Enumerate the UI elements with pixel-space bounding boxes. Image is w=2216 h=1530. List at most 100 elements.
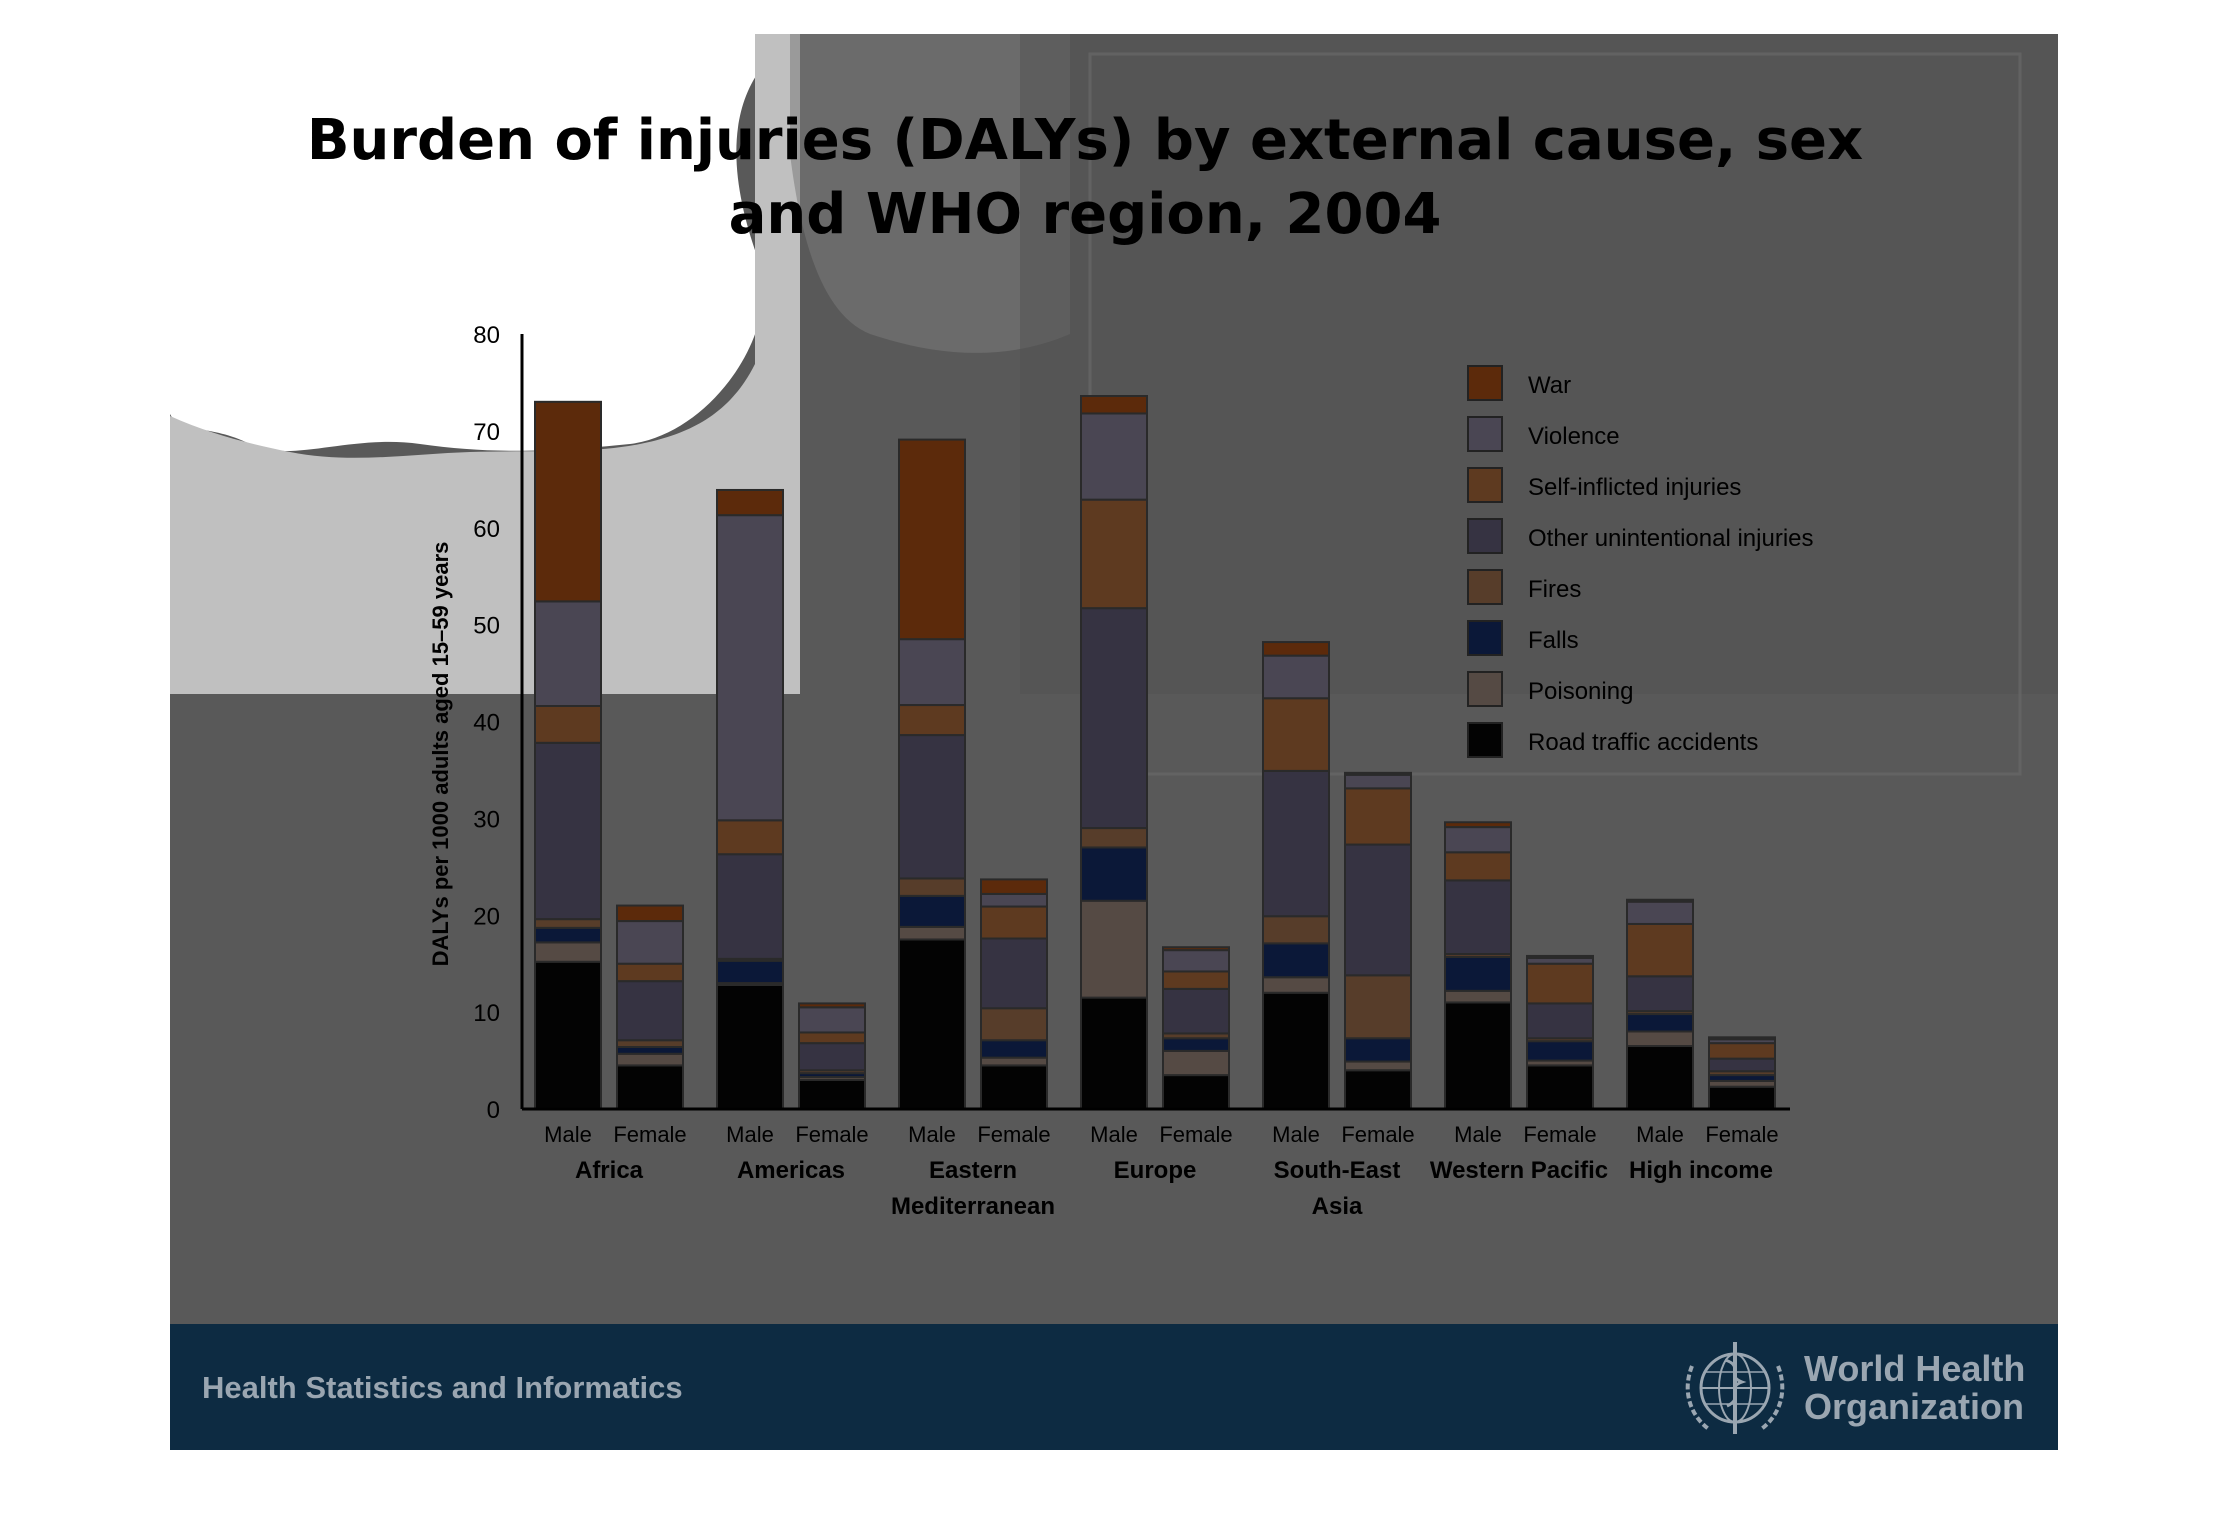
legend-swatch [1467, 671, 1503, 707]
bar-segment [1080, 607, 1148, 830]
bar-segment [1444, 879, 1512, 955]
bar-segment [898, 438, 966, 641]
bar-segment [534, 926, 602, 944]
bar-sex-label: Male [1454, 1122, 1502, 1147]
bar-sex-label: Male [1090, 1122, 1138, 1147]
bar-segment [898, 925, 966, 941]
region-label: Mediterranean [891, 1193, 1055, 1220]
bar-segment [1080, 498, 1148, 610]
region-label: Americas [737, 1157, 845, 1184]
bar-segment [898, 638, 966, 707]
bar-segment [1162, 1037, 1230, 1052]
legend-entry-label: Falls [1528, 627, 1579, 654]
bar-segment [980, 878, 1048, 895]
legend-entry-label: War [1528, 372, 1571, 399]
bar-segment [1162, 987, 1230, 1035]
bar-segment [716, 819, 784, 856]
bar-segment [1080, 899, 1148, 999]
bar-segment [616, 920, 684, 965]
bar-segment [980, 1056, 1048, 1067]
bar-segment [616, 1052, 684, 1067]
bar-segment [1626, 1013, 1694, 1033]
bar-segment [1080, 846, 1148, 902]
region-label: Eastern [929, 1157, 1017, 1184]
bar-segment [1444, 826, 1512, 854]
bar-segment [1708, 1085, 1776, 1110]
white-cloud-shape [170, 34, 800, 452]
stacked-bar [1444, 821, 1512, 1110]
legend-swatch [1467, 722, 1503, 758]
stacked-bar [1626, 898, 1694, 1110]
stacked-bar [716, 488, 784, 1110]
bar-segment [1262, 942, 1330, 979]
bar-segment [1708, 1036, 1776, 1041]
y-tick-label: 40 [473, 710, 500, 737]
light-gray-band [170, 34, 800, 694]
bar-segment [1162, 1074, 1230, 1110]
bar-segment [980, 905, 1048, 940]
bar-segment [534, 960, 602, 1110]
bar-segment [1344, 773, 1412, 790]
bar-sex-label: Male [908, 1122, 956, 1147]
bar-segment [1344, 843, 1412, 977]
stacked-bar-chart: 0 10 20 30 40 50 60 70 80 DALYs per 1000 adults … [428, 322, 1814, 1220]
bar-segment [534, 918, 602, 929]
stacked-bar [1526, 954, 1594, 1110]
bar-segment [798, 1031, 866, 1045]
bar-segment [616, 1046, 684, 1055]
bar-segment [1262, 641, 1330, 657]
bar-segment [1626, 898, 1694, 903]
bar-segment [1262, 697, 1330, 772]
bar-segment [1526, 1040, 1594, 1062]
slide: Burden of injuries (DALYs) by external c… [170, 34, 2058, 1450]
legend-swatch [1467, 416, 1503, 452]
bar-segment [716, 488, 784, 517]
stacked-bar [898, 438, 966, 1110]
who-emblem-icon [1685, 1342, 1785, 1434]
bar-segment [1626, 1045, 1694, 1110]
footer-bar: Health Statistics and Informatics World … [170, 1324, 2058, 1450]
legend-swatch [1467, 569, 1503, 605]
bar-segment [534, 705, 602, 744]
bar-segment [716, 984, 784, 1110]
legend-swatch [1467, 518, 1503, 554]
bar-segment [1262, 976, 1330, 994]
legend-swatch [1467, 365, 1503, 401]
stacked-bar [616, 904, 684, 1110]
bar-segment [1344, 787, 1412, 846]
bar-segment [1080, 412, 1148, 501]
y-tick-label: 80 [473, 322, 500, 349]
footer-department-text: Health Statistics and Informatics [202, 1370, 683, 1405]
bar-sex-label: Female [1159, 1122, 1232, 1147]
legend-entry-label: Poisoning [1528, 678, 1633, 705]
y-tick-label: 70 [473, 419, 500, 446]
bar-segment [1626, 1030, 1694, 1048]
bar-segment [798, 1042, 866, 1072]
bar-segment [534, 741, 602, 921]
bar-segment [980, 1064, 1048, 1110]
y-tick-labels: 0 10 20 30 40 50 60 70 80 [473, 322, 500, 1124]
bar-segment [1626, 900, 1694, 925]
bar-sex-label: Female [1341, 1122, 1414, 1147]
bar-sex-label: Male [1272, 1122, 1320, 1147]
bar-segment [534, 600, 602, 707]
bar-segment [1444, 955, 1512, 992]
bar-segment [1444, 989, 1512, 1004]
chart-title-line2: and WHO region, 2004 [728, 182, 1442, 247]
y-tick-label: 0 [487, 1097, 500, 1124]
bar-segment [1526, 954, 1594, 959]
bar-segment [980, 892, 1048, 908]
who-name: World Health Organization [1804, 1350, 2025, 1426]
legend: War Violence Self-inflicted injuries Other … [1467, 365, 1814, 758]
legend-swatch [1467, 620, 1503, 656]
bar-segment [1708, 1057, 1776, 1073]
bar-segment [798, 1002, 866, 1009]
bar-segment [616, 980, 684, 1042]
legend-entry-label: Violence [1528, 423, 1620, 450]
bar-segment [1626, 975, 1694, 1013]
region-label: Western Pacific [1430, 1157, 1608, 1184]
region-label: Asia [1312, 1193, 1363, 1220]
stacked-bar [534, 400, 602, 1110]
bar-segment [898, 877, 966, 897]
bar-segment [1262, 915, 1330, 945]
